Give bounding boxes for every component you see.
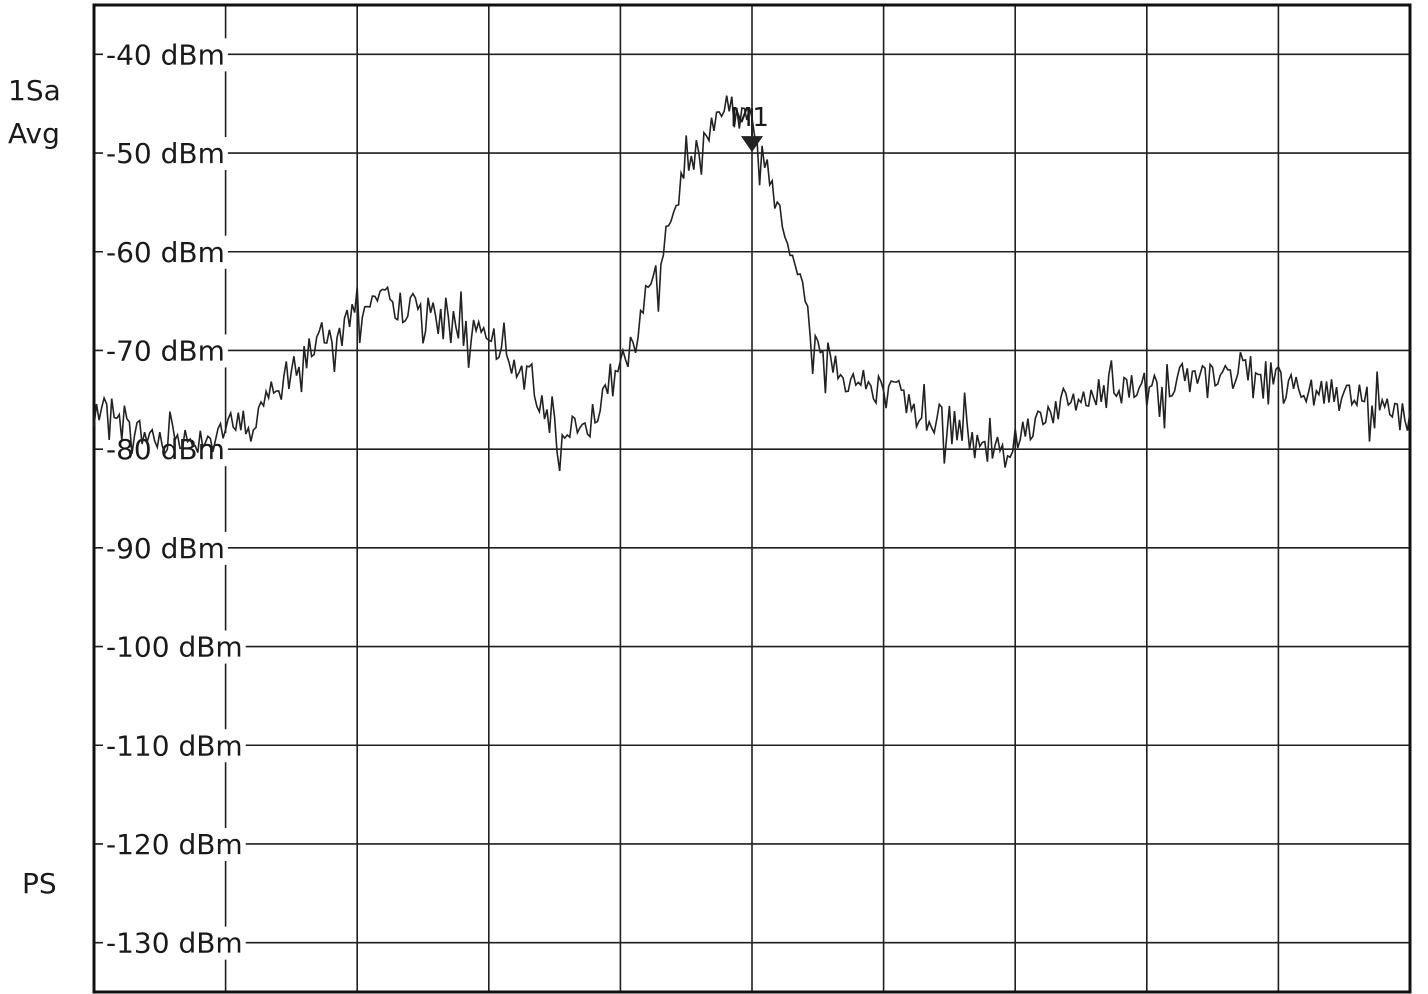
marker-label: M1 bbox=[730, 103, 769, 133]
marker-group: M1 bbox=[730, 103, 769, 153]
y-axis: -40 dBm -50 dBm -60 dBm -70 dBm -80 dBm -90 d… bbox=[103, 38, 246, 960]
y-tick-label-background bbox=[103, 334, 228, 368]
y-tick-label: -110 dBm bbox=[106, 729, 243, 762]
y-tick-label: -40 dBm bbox=[106, 38, 225, 71]
marker-arrow-icon bbox=[741, 136, 763, 153]
sample-count-label: 1Sa bbox=[8, 74, 61, 107]
y-tick-label-background bbox=[103, 235, 228, 269]
y-tick-label: -80 dBm bbox=[106, 433, 225, 466]
y-tick-label-background bbox=[103, 926, 246, 960]
y-tick-label-background bbox=[103, 38, 228, 72]
grid bbox=[92, 3, 1412, 994]
y-tick-label: -90 dBm bbox=[106, 532, 225, 565]
y-tick-label-background bbox=[103, 827, 246, 861]
y-tick-label-background bbox=[103, 630, 246, 664]
y-tick-label: -50 dBm bbox=[106, 137, 225, 170]
y-tick-label: -60 dBm bbox=[106, 236, 225, 269]
y-tick-label: -70 dBm bbox=[106, 334, 225, 367]
plot-frame bbox=[92, 3, 1412, 994]
y-tick-label: -130 dBm bbox=[106, 927, 243, 960]
y-tick-label: -120 dBm bbox=[106, 828, 243, 861]
y-tick-label-background bbox=[103, 137, 228, 171]
y-tick-label-background bbox=[103, 729, 246, 763]
ps-label: PS bbox=[22, 867, 57, 900]
y-tick-label-background bbox=[103, 531, 228, 565]
y-tick-label: -100 dBm bbox=[106, 631, 243, 664]
averaging-mode-label: Avg bbox=[8, 117, 60, 150]
